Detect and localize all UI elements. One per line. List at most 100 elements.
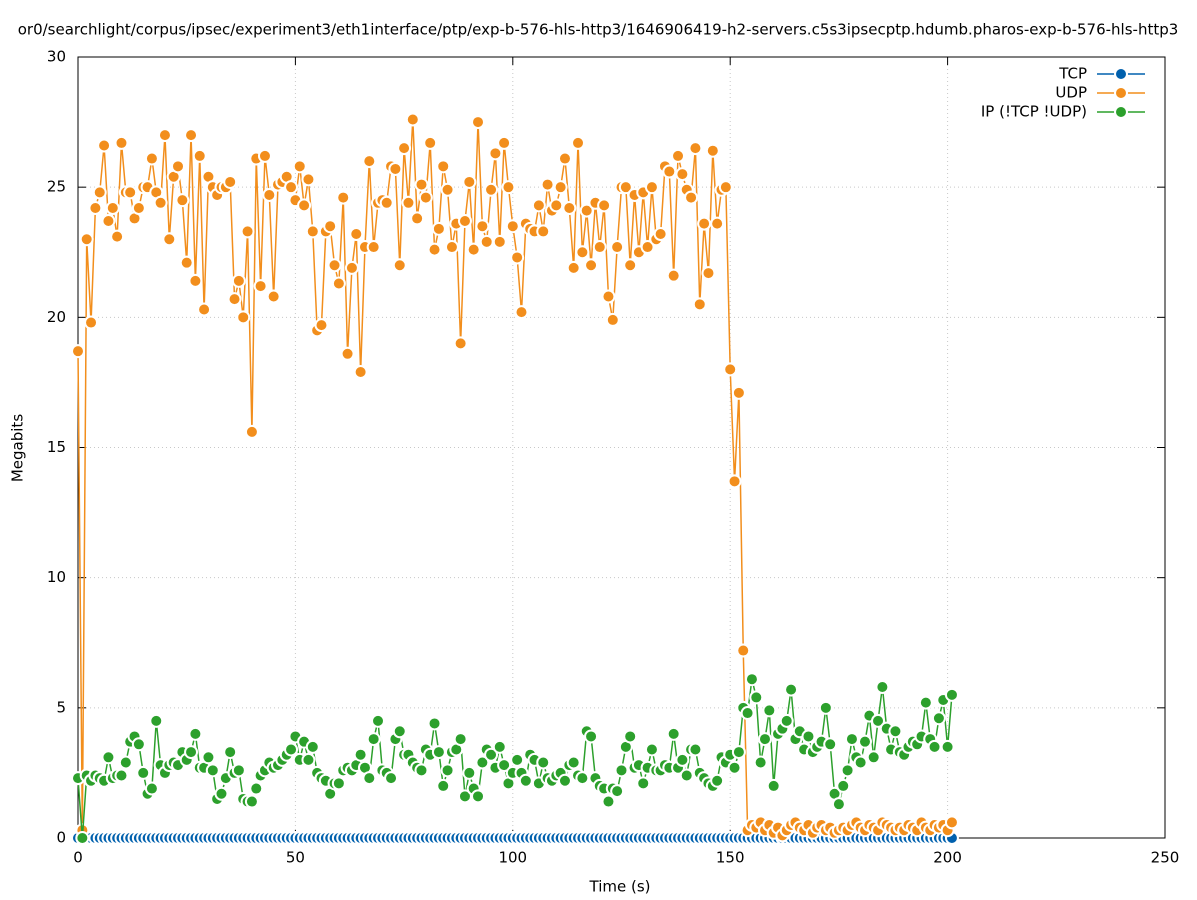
data-point bbox=[427, 242, 442, 257]
data-point bbox=[705, 143, 720, 158]
data-point bbox=[262, 187, 277, 202]
data-point bbox=[297, 198, 312, 213]
data-point bbox=[688, 141, 703, 156]
legend-label: TCP bbox=[1058, 65, 1087, 83]
data-point bbox=[757, 732, 772, 747]
data-point bbox=[514, 305, 529, 320]
data-point bbox=[518, 773, 533, 788]
data-point bbox=[184, 128, 199, 143]
data-point bbox=[736, 643, 751, 658]
data-point bbox=[701, 266, 716, 281]
data-point bbox=[384, 771, 399, 786]
data-point bbox=[692, 297, 707, 312]
data-point bbox=[688, 742, 703, 757]
data-point bbox=[475, 219, 490, 234]
data-point bbox=[301, 752, 316, 767]
data-point bbox=[618, 180, 633, 195]
data-point bbox=[244, 424, 259, 439]
data-point bbox=[623, 729, 638, 744]
data-point bbox=[453, 336, 468, 351]
data-point bbox=[144, 781, 159, 796]
data-point bbox=[666, 268, 681, 283]
data-point bbox=[497, 758, 512, 773]
data-point bbox=[244, 794, 259, 809]
data-point bbox=[149, 713, 164, 728]
data-point bbox=[284, 180, 299, 195]
data-point bbox=[623, 258, 638, 273]
data-point bbox=[505, 219, 520, 234]
data-point bbox=[414, 763, 429, 778]
data-point bbox=[444, 240, 459, 255]
data-point bbox=[223, 174, 238, 189]
x-axis-label: Time (s) bbox=[589, 878, 651, 896]
y-tick-label: 10 bbox=[47, 568, 66, 586]
data-point bbox=[392, 724, 407, 739]
data-point bbox=[114, 135, 129, 150]
data-point bbox=[436, 159, 451, 174]
data-point bbox=[557, 773, 572, 788]
data-point bbox=[840, 763, 855, 778]
data-point bbox=[723, 362, 738, 377]
data-point bbox=[192, 148, 207, 163]
legend-label: IP (!TCP !UDP) bbox=[981, 103, 1087, 121]
data-point bbox=[301, 172, 316, 187]
data-point bbox=[101, 750, 116, 765]
data-point bbox=[340, 346, 355, 361]
data-point bbox=[453, 732, 468, 747]
data-point bbox=[292, 159, 307, 174]
data-point bbox=[927, 739, 942, 754]
data-point bbox=[423, 135, 438, 150]
data-point bbox=[205, 763, 220, 778]
data-point bbox=[88, 200, 103, 215]
data-point bbox=[944, 815, 959, 830]
data-point bbox=[475, 755, 490, 770]
data-point bbox=[136, 765, 151, 780]
data-point bbox=[401, 195, 416, 210]
data-point bbox=[671, 148, 686, 163]
data-point bbox=[366, 732, 381, 747]
x-tick-label: 200 bbox=[933, 849, 962, 867]
data-point bbox=[579, 203, 594, 218]
x-tick-label: 150 bbox=[716, 849, 745, 867]
data-point bbox=[353, 747, 368, 762]
data-point bbox=[640, 240, 655, 255]
data-point bbox=[201, 750, 216, 765]
data-point bbox=[97, 138, 112, 153]
data-point bbox=[231, 763, 246, 778]
y-tick-label: 15 bbox=[47, 438, 66, 456]
data-point bbox=[662, 164, 677, 179]
data-point bbox=[331, 276, 346, 291]
y-axis-label: Megabits bbox=[9, 414, 27, 482]
data-point bbox=[227, 292, 242, 307]
data-point bbox=[327, 258, 342, 273]
data-point bbox=[644, 742, 659, 757]
data-point bbox=[131, 200, 146, 215]
data-point bbox=[853, 755, 868, 770]
data-point bbox=[510, 752, 525, 767]
data-point bbox=[492, 739, 507, 754]
data-point bbox=[744, 672, 759, 687]
y-tick-label: 5 bbox=[56, 698, 66, 716]
data-point bbox=[336, 190, 351, 205]
data-point bbox=[131, 737, 146, 752]
data-point bbox=[110, 229, 125, 244]
data-point bbox=[431, 745, 446, 760]
data-point bbox=[875, 680, 890, 695]
data-point bbox=[388, 161, 403, 176]
data-point bbox=[266, 289, 281, 304]
data-point bbox=[484, 182, 499, 197]
data-point bbox=[123, 185, 138, 200]
data-point bbox=[844, 732, 859, 747]
data-point bbox=[857, 734, 872, 749]
data-point bbox=[549, 198, 564, 213]
data-point bbox=[431, 221, 446, 236]
data-point bbox=[866, 750, 881, 765]
data-point bbox=[831, 797, 846, 812]
data-point bbox=[536, 755, 551, 770]
data-point bbox=[488, 146, 503, 161]
chart-title: or0/searchlight/corpus/ipsec/experiment3… bbox=[18, 21, 1179, 39]
data-point bbox=[75, 831, 90, 845]
data-point bbox=[718, 180, 733, 195]
y-tick-label: 20 bbox=[47, 308, 66, 326]
